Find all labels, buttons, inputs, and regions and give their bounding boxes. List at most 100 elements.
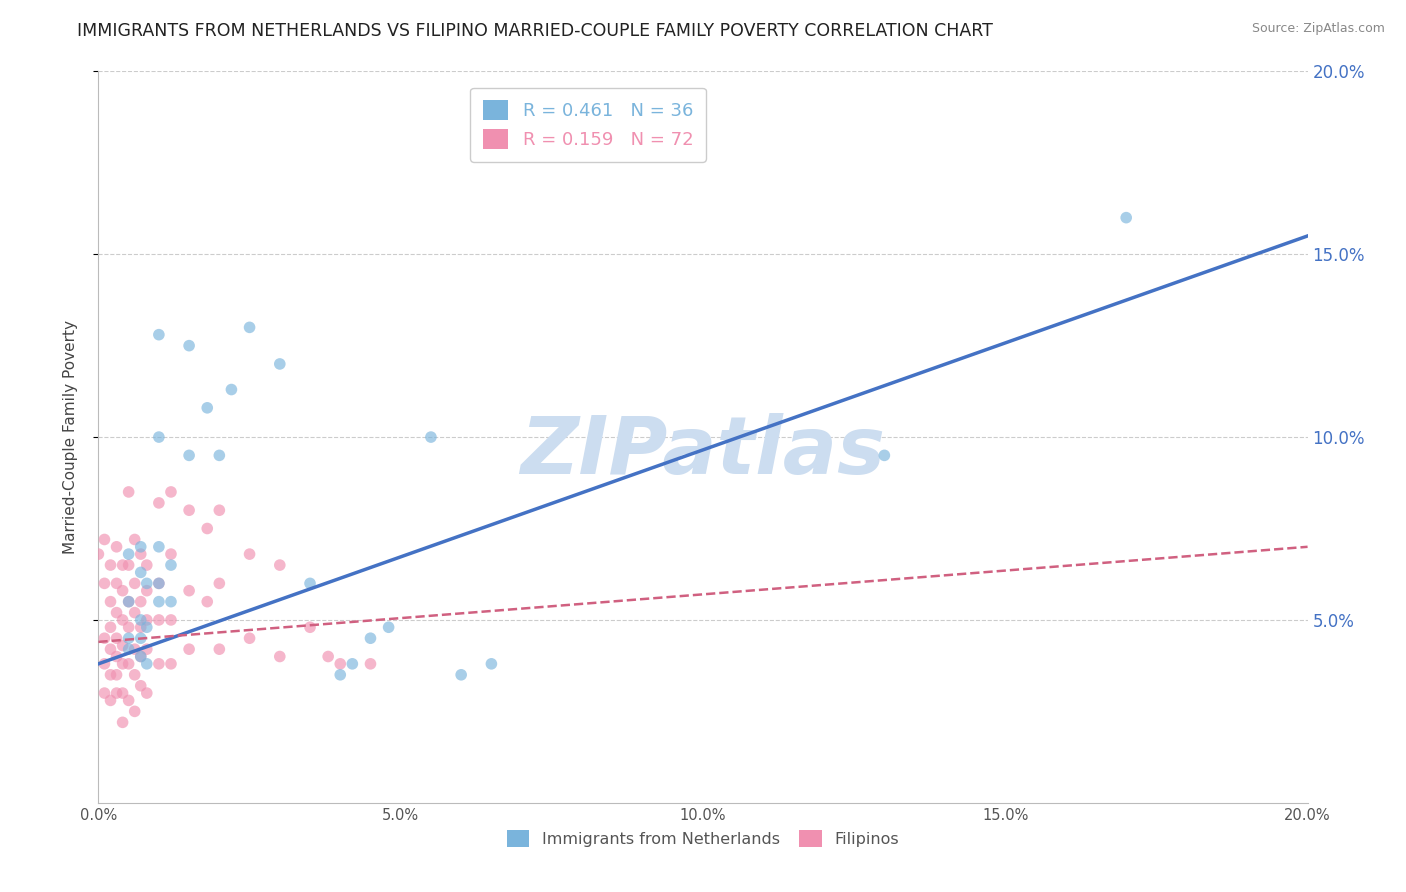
Point <box>129 547 152 561</box>
Point <box>135 613 157 627</box>
Point <box>179 583 201 598</box>
Point <box>118 642 141 657</box>
Point <box>111 613 134 627</box>
Point <box>329 667 352 681</box>
Point <box>124 606 146 620</box>
Point <box>129 679 152 693</box>
Point <box>195 521 218 535</box>
Point <box>1115 211 1137 225</box>
Point <box>129 613 152 627</box>
Point <box>316 649 339 664</box>
Point <box>148 613 170 627</box>
Point <box>129 566 152 580</box>
Point <box>129 540 152 554</box>
Point <box>105 576 128 591</box>
Point <box>160 547 183 561</box>
Point <box>135 576 157 591</box>
Point <box>135 583 157 598</box>
Point <box>118 620 141 634</box>
Point <box>118 594 141 608</box>
Point <box>239 632 262 646</box>
Point <box>377 620 399 634</box>
Point <box>129 594 152 608</box>
Point <box>360 632 382 646</box>
Point <box>118 632 141 646</box>
Point <box>179 338 201 352</box>
Point <box>420 430 443 444</box>
Point <box>342 657 364 671</box>
Point <box>124 576 146 591</box>
Point <box>160 485 183 500</box>
Point <box>135 558 157 573</box>
Point <box>124 642 146 657</box>
Point <box>208 448 231 462</box>
Point <box>195 594 218 608</box>
Point <box>105 667 128 681</box>
Point <box>124 533 146 547</box>
Point <box>100 642 122 657</box>
Point <box>208 576 231 591</box>
Point <box>93 686 115 700</box>
Point <box>208 642 231 657</box>
Point <box>93 533 115 547</box>
Y-axis label: Married-Couple Family Poverty: Married-Couple Family Poverty <box>63 320 77 554</box>
Point <box>105 686 128 700</box>
Point <box>148 540 170 554</box>
Point <box>299 576 322 591</box>
Point <box>179 448 201 462</box>
Point <box>135 686 157 700</box>
Point <box>269 357 291 371</box>
Point <box>179 642 201 657</box>
Point <box>111 715 134 730</box>
Point <box>329 657 352 671</box>
Point <box>129 632 152 646</box>
Point <box>118 558 141 573</box>
Point <box>111 558 134 573</box>
Point <box>160 613 183 627</box>
Point <box>111 639 134 653</box>
Point <box>129 620 152 634</box>
Point <box>239 320 262 334</box>
Point <box>93 576 115 591</box>
Point <box>160 558 183 573</box>
Point <box>360 657 382 671</box>
Point <box>118 547 141 561</box>
Point <box>208 503 231 517</box>
Text: IMMIGRANTS FROM NETHERLANDS VS FILIPINO MARRIED-COUPLE FAMILY POVERTY CORRELATIO: IMMIGRANTS FROM NETHERLANDS VS FILIPINO … <box>77 22 993 40</box>
Point <box>124 667 146 681</box>
Point <box>221 383 243 397</box>
Point <box>118 657 141 671</box>
Point <box>100 667 122 681</box>
Point <box>148 496 170 510</box>
Point <box>105 606 128 620</box>
Point <box>135 657 157 671</box>
Point <box>148 594 170 608</box>
Point <box>148 576 170 591</box>
Point <box>100 594 122 608</box>
Point <box>195 401 218 415</box>
Point <box>481 657 503 671</box>
Point <box>135 642 157 657</box>
Point <box>111 657 134 671</box>
Point <box>135 620 157 634</box>
Point <box>111 583 134 598</box>
Point <box>118 485 141 500</box>
Point <box>105 649 128 664</box>
Point <box>93 657 115 671</box>
Point <box>118 594 141 608</box>
Point <box>148 657 170 671</box>
Point <box>450 667 472 681</box>
Point <box>105 540 128 554</box>
Point <box>269 558 291 573</box>
Point <box>873 448 896 462</box>
Text: ZIPatlas: ZIPatlas <box>520 413 886 491</box>
Point <box>148 430 170 444</box>
Point <box>129 649 152 664</box>
Point <box>160 594 183 608</box>
Point <box>179 503 201 517</box>
Point <box>118 693 141 707</box>
Point <box>124 705 146 719</box>
Point <box>105 632 128 646</box>
Legend: Immigrants from Netherlands, Filipinos: Immigrants from Netherlands, Filipinos <box>501 824 905 854</box>
Point <box>239 547 262 561</box>
